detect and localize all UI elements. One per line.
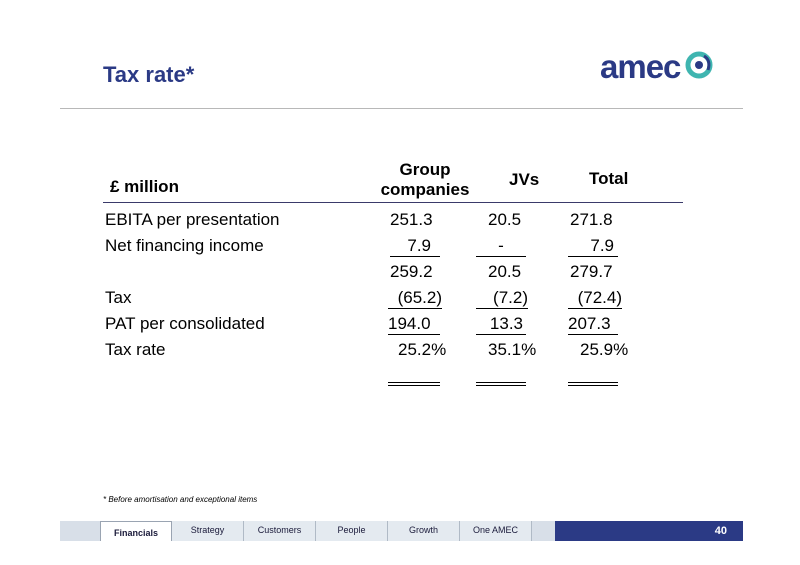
jvs-value: (7.2) (476, 288, 528, 309)
total-header: Total (589, 169, 629, 188)
group-value: 7.9 (390, 236, 440, 257)
total-value: 271.8 (570, 210, 613, 229)
table-row: PAT per consolidated 194.0 13.3 207.3 (0, 314, 800, 338)
row-label: Tax (105, 288, 132, 307)
group-companies-header: Group companies (380, 160, 470, 200)
unit-header: £ million (110, 177, 179, 196)
group-header-line1: Group (399, 160, 451, 179)
group-value: 194.0 (388, 314, 440, 335)
total-value: 279.7 (570, 262, 613, 281)
row-label: Tax rate (105, 340, 166, 359)
tab-one-amec[interactable]: One AMEC (460, 521, 532, 541)
group-value: 251.3 (390, 210, 433, 229)
page-number: 40 (555, 521, 743, 541)
total-value: 207.3 (568, 314, 618, 335)
table-row: EBITA per presentation 251.3 20.5 271.8 (0, 210, 800, 234)
total-value: 7.9 (568, 236, 618, 257)
table-row: Net financing income 7.9 - 7.9 (0, 236, 800, 260)
jvs-value: 13.3 (476, 314, 526, 335)
header-rule (103, 202, 683, 203)
tab-financials[interactable]: Financials (100, 521, 172, 541)
jvs-value: 35.1% (488, 340, 537, 359)
title-divider (60, 108, 743, 109)
table-row: Tax rate 25.2% 35.1% 25.9% (0, 340, 800, 364)
tab-people[interactable]: People (316, 521, 388, 541)
group-header-line2: companies (380, 180, 470, 199)
slide-title: Tax rate* (103, 62, 195, 87)
group-value: 25.2% (398, 340, 447, 359)
row-label: EBITA per presentation (105, 210, 280, 229)
amec-logo: amec (600, 48, 720, 92)
group-value: (65.2) (388, 288, 442, 309)
group-value: 259.2 (390, 262, 433, 281)
jvs-value: 20.5 (488, 210, 522, 229)
double-underline (568, 382, 618, 386)
total-value: 25.9% (580, 340, 629, 359)
logo-wordmark: amec (600, 48, 681, 85)
footnote: * Before amortisation and exceptional it… (103, 495, 258, 504)
tab-customers[interactable]: Customers (244, 521, 316, 541)
double-underline (388, 382, 440, 386)
table-row: Tax (65.2) (7.2) (72.4) (0, 288, 800, 312)
jvs-value: - (476, 236, 526, 257)
jvs-header: JVs (509, 170, 540, 189)
total-value: (72.4) (568, 288, 622, 309)
table-row: 259.2 20.5 279.7 (0, 262, 800, 286)
row-label: Net financing income (105, 236, 264, 255)
logo-swirl-icon (685, 51, 713, 79)
section-tabs: Financials Strategy Customers People Gro… (100, 521, 532, 541)
tab-growth[interactable]: Growth (388, 521, 460, 541)
double-underline (476, 382, 526, 386)
tab-strategy[interactable]: Strategy (172, 521, 244, 541)
row-label: PAT per consolidated (105, 314, 265, 333)
jvs-value: 20.5 (488, 262, 522, 281)
